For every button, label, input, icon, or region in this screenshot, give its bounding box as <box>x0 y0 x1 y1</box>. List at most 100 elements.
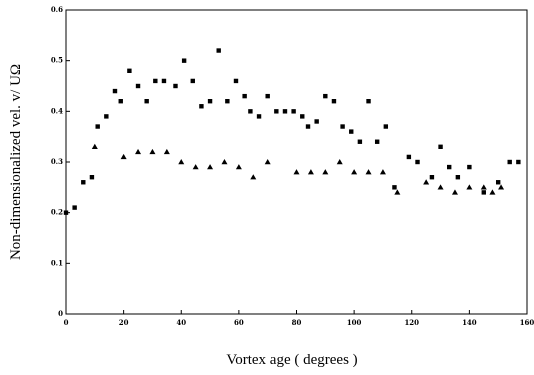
square-point <box>495 180 501 185</box>
square-point <box>438 144 443 149</box>
triangle-point <box>221 159 228 165</box>
triangle-point <box>498 184 505 190</box>
square-point <box>291 109 296 114</box>
triangle-point <box>480 184 487 190</box>
triangle-point <box>322 169 329 175</box>
triangle-point <box>379 169 386 175</box>
square-point <box>429 175 435 180</box>
square-point <box>357 139 363 144</box>
square-point <box>89 175 95 180</box>
x-axis-title: Vortex age ( degrees ) <box>226 352 357 368</box>
triangle-point <box>394 189 401 195</box>
series-2 <box>91 143 505 195</box>
triangle-point <box>423 179 430 185</box>
square-point <box>256 114 262 119</box>
square-point <box>242 93 247 99</box>
triangle-point <box>192 164 199 170</box>
square-point <box>455 175 461 180</box>
triangle-point <box>235 164 242 170</box>
y-tick-label: 0.6 <box>51 5 63 14</box>
square-point <box>415 159 420 165</box>
square-point <box>366 99 371 104</box>
series-1 <box>63 48 521 215</box>
square-point <box>216 48 221 53</box>
square-point <box>481 190 486 195</box>
x-tick-label: 20 <box>119 318 129 327</box>
square-point <box>199 104 204 109</box>
square-point <box>104 114 109 119</box>
square-point <box>112 88 118 94</box>
y-tick-label: 0.5 <box>51 56 63 65</box>
triangle-point <box>163 148 170 155</box>
square-point <box>406 154 412 160</box>
square-point <box>467 164 472 170</box>
square-point <box>118 99 123 104</box>
square-point <box>265 93 270 99</box>
x-tick-label: 140 <box>462 318 477 327</box>
triangle-point <box>135 148 142 155</box>
square-point <box>181 58 187 63</box>
y-axis-title: Non-dimensionalized vel. v/ UΩ <box>8 64 24 260</box>
square-point <box>72 205 77 210</box>
square-point <box>81 180 86 185</box>
square-point <box>392 185 397 190</box>
square-point <box>314 119 319 124</box>
square-point <box>63 210 69 215</box>
square-point <box>95 124 100 129</box>
y-tick-label: 0 <box>58 309 63 318</box>
square-point <box>323 93 328 99</box>
square-point <box>374 139 380 144</box>
square-point <box>225 99 230 104</box>
square-point <box>233 78 239 84</box>
x-tick-label: 60 <box>234 318 244 327</box>
x-tick-label: 160 <box>520 318 534 327</box>
square-point <box>305 124 311 129</box>
x-tick-label: 0 <box>64 318 69 327</box>
y-tick-label: 0.2 <box>51 208 63 217</box>
triangle-point <box>351 169 358 175</box>
square-point <box>447 164 452 170</box>
square-point <box>340 124 345 129</box>
x-tick-label: 40 <box>176 318 186 327</box>
square-point <box>516 159 521 165</box>
triangle-point <box>264 159 271 165</box>
x-tick-label: 80 <box>292 318 302 327</box>
x-tick-label: 100 <box>347 318 362 327</box>
square-point <box>274 109 279 114</box>
triangle-point <box>293 169 300 175</box>
square-point <box>383 124 389 129</box>
triangle-point <box>365 169 372 175</box>
square-point <box>507 159 512 165</box>
triangle-point <box>466 184 473 190</box>
square-point <box>153 78 158 84</box>
triangle-point <box>489 189 496 195</box>
axis-ticks: 0 20 40 60 80 100 120 140 160 0 0.1 0.2 0.3 0.4 0.5 0.6 <box>51 5 534 327</box>
square-point <box>161 78 167 84</box>
triangle-point <box>91 143 98 149</box>
square-point <box>173 83 178 89</box>
triangle-point <box>437 184 444 190</box>
square-point <box>135 83 141 89</box>
triangle-point <box>207 164 214 170</box>
triangle-point <box>336 159 343 165</box>
triangle-point <box>120 153 127 160</box>
y-tick-label: 0.4 <box>51 106 63 115</box>
square-point <box>349 129 354 134</box>
square-point <box>282 109 288 114</box>
square-point <box>127 68 132 73</box>
square-point <box>190 78 195 84</box>
triangle-point <box>451 189 458 195</box>
triangle-point <box>307 169 314 175</box>
square-point <box>300 114 305 119</box>
triangle-point <box>178 159 185 165</box>
y-tick-label: 0.1 <box>51 258 63 267</box>
plot-area <box>65 9 528 315</box>
square-point <box>331 99 337 104</box>
triangle-point <box>250 174 257 180</box>
square-point <box>207 99 213 104</box>
x-tick-label: 120 <box>404 318 419 327</box>
square-point <box>248 109 253 114</box>
triangle-point <box>149 148 156 155</box>
plot-border <box>65 9 528 315</box>
